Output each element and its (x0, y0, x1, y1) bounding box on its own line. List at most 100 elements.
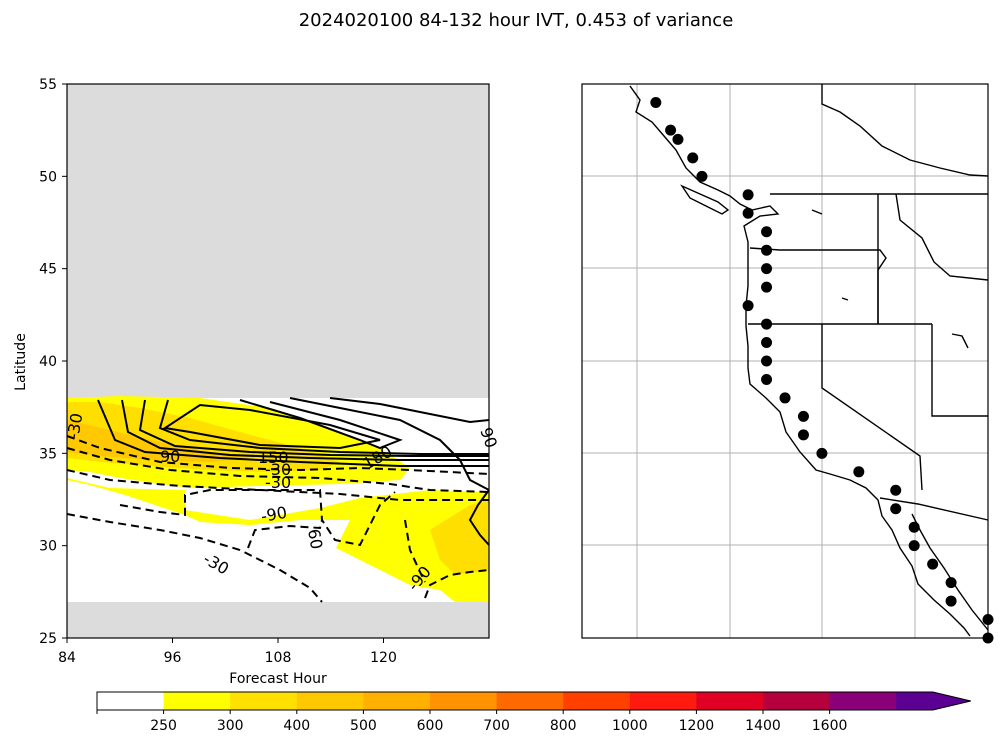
contour-label: 90 (160, 447, 180, 466)
station-point (853, 466, 865, 478)
ivt-fill-250-lower (67, 478, 489, 602)
y-tick-label: 55 (39, 77, 57, 93)
colorbar-segment (629, 692, 697, 710)
contour-pos-7 (289, 397, 490, 491)
lake-outline (811, 209, 823, 215)
hovmoller-panel: -30 60 90 -90 -30 150 -30 180 90 -90 -30… (13, 77, 501, 687)
contour-neg-2 (66, 447, 490, 493)
station-point (927, 558, 939, 570)
station-point (761, 263, 773, 275)
contour-pos-5 (162, 403, 381, 450)
x-tick-label: 108 (265, 650, 292, 666)
colorbar-segment (296, 692, 364, 710)
contour-label: -90 (259, 503, 288, 526)
contour-label: -30 (265, 473, 291, 492)
contour-neg-8 (404, 519, 426, 583)
colorbar-tick-label: 300 (217, 718, 244, 734)
colorbar-tick-label: 1400 (745, 718, 781, 734)
x-axis-label: Forecast Hour (229, 671, 327, 687)
contour-pos-8 (329, 397, 490, 424)
y-tick-label: 40 (39, 354, 57, 370)
colorbar-segment (230, 692, 298, 710)
y-tick-label: 45 (39, 262, 57, 278)
station-point (945, 577, 957, 589)
station-point (890, 503, 902, 515)
anomaly-contours (97, 397, 490, 546)
map-axes-frame (581, 83, 989, 639)
station-point (945, 595, 957, 607)
contour-neg-6 (247, 519, 323, 549)
colorbar-extend-arrow (896, 692, 971, 710)
station-point (890, 484, 902, 496)
station-point (816, 447, 828, 459)
station-point (696, 170, 708, 182)
colorbar-tick-label: 800 (550, 718, 577, 734)
contour-neg-4 (66, 513, 323, 603)
x-tick-label: 96 (164, 650, 182, 666)
colorbar-tick-label: 1600 (812, 718, 848, 734)
station-point (672, 133, 684, 145)
colorbar-segment (97, 692, 165, 710)
station-point (761, 355, 773, 367)
contour-label: 60 (304, 527, 326, 550)
colorbar-segment (829, 692, 897, 710)
island-vancouver (680, 184, 730, 215)
y-tick-label: 25 (39, 631, 57, 647)
contour-neg-1 (66, 435, 490, 475)
colorbar-segment (163, 692, 231, 710)
colorbar-segment (430, 692, 498, 710)
contour-label: -30 (63, 412, 86, 441)
colorbar-tick-label: 600 (417, 718, 444, 734)
station-point (761, 318, 773, 330)
contour-pos-3 (138, 399, 489, 457)
station-point (761, 337, 773, 349)
y-tick-label: 30 (39, 539, 57, 555)
colorbar-segment (763, 692, 831, 710)
contour-pos-4 (158, 399, 489, 455)
canada-province-border (821, 84, 989, 177)
contour-label: 150 (258, 448, 289, 467)
ivt-fill-300-right (430, 500, 489, 575)
station-point (908, 540, 920, 552)
station-point (650, 96, 662, 108)
colorbar-segment (563, 692, 631, 710)
station-point (761, 244, 773, 256)
y-tick-label: 50 (39, 169, 57, 185)
california-nevada-border (821, 324, 923, 491)
lake-outline (951, 333, 969, 349)
station-point (761, 226, 773, 238)
station-point (761, 373, 773, 385)
contour-label: -30 (265, 460, 291, 479)
station-point (779, 392, 791, 404)
station-point (687, 152, 699, 164)
station-point (742, 189, 754, 201)
y-tick-label: 35 (39, 446, 57, 462)
station-point (761, 281, 773, 293)
station-point (797, 429, 809, 441)
idaho-montana-border (895, 193, 989, 281)
contour-pos-1 (97, 399, 489, 467)
station-point (908, 521, 920, 533)
coastline-baja-gulf (911, 513, 989, 631)
station-point (797, 410, 809, 422)
station-points (650, 96, 994, 644)
nevada-utah-border (931, 324, 988, 417)
colorbar-tick-label: 500 (350, 718, 377, 734)
colorbar: 250 300 400 500 600 700 800 1000 1200 1400 1600 (96, 691, 971, 734)
station-point (742, 207, 754, 219)
colorbar-segment (496, 692, 564, 710)
station-point (665, 124, 677, 136)
hovmoller-ticks: 84 96 108 120 25 30 35 40 45 50 55 (39, 77, 397, 666)
contour-pos-2 (121, 399, 489, 461)
y-axis-label: Latitude (13, 333, 29, 391)
map-panel (581, 83, 994, 644)
x-tick-label: 120 (370, 650, 397, 666)
colorbar-tick-label: 1000 (612, 718, 648, 734)
colorbar-tick-label: 1200 (679, 718, 715, 734)
mexico-border (879, 497, 989, 521)
contour-pos-6 (239, 399, 403, 450)
contour-neg-3 (66, 469, 489, 501)
negative-contours (66, 435, 490, 603)
colorbar-outline (96, 691, 971, 711)
